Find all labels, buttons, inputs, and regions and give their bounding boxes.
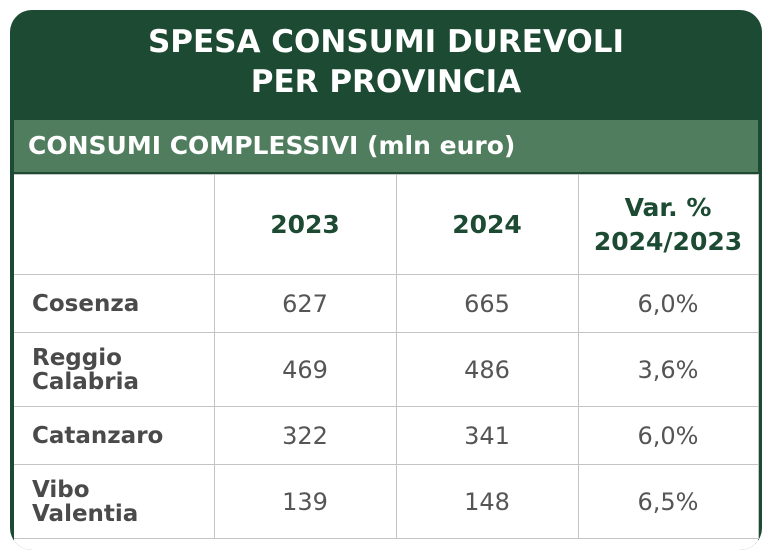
header-2024: 2024: [395, 174, 579, 275]
province-name-line-1: Cosenza: [32, 290, 140, 317]
province-name: Catanzaro: [14, 406, 215, 465]
province-name-line-2: Calabria: [32, 368, 140, 395]
header-variation-line-2: 2024/2023: [593, 226, 743, 256]
table-row: Cosenza 627 665 6,0%: [14, 274, 759, 333]
province-name: Vibo Valentia: [14, 464, 215, 539]
page-title: SPESA CONSUMI DUREVOLI PER PROVINCIA: [10, 22, 762, 102]
data-table: 2023 2024 Var. % 2024/2023 Cosenza 627 6…: [14, 174, 759, 539]
header-row: 2023 2024 Var. % 2024/2023: [14, 174, 759, 275]
header-variation-line-1: Var. %: [624, 192, 712, 222]
value-2023: 627: [213, 274, 397, 333]
title-line-1: SPESA CONSUMI DUREVOLI: [147, 24, 625, 60]
value-2023: 469: [213, 332, 397, 407]
value-2024: 341: [395, 406, 579, 465]
value-variation: 3,6%: [577, 332, 759, 407]
table-row: Catanzaro 322 341 6,0%: [14, 406, 759, 465]
value-variation: 6,5%: [577, 464, 759, 539]
section-subheader: CONSUMI COMPLESSIVI (mln euro): [14, 120, 758, 172]
value-2023: 139: [213, 464, 397, 539]
province-name-line-1: Vibo: [32, 476, 90, 503]
province-name-line-1: Catanzaro: [32, 422, 164, 449]
table-row: Vibo Valentia 139 148 6,5%: [14, 464, 759, 539]
table-card: SPESA CONSUMI DUREVOLI PER PROVINCIA CON…: [10, 10, 762, 550]
header-variation: Var. % 2024/2023: [577, 174, 759, 275]
table-container: 2023 2024 Var. % 2024/2023 Cosenza 627 6…: [14, 174, 759, 550]
value-2023: 322: [213, 406, 397, 465]
province-name: Reggio Calabria: [14, 332, 215, 407]
value-variation: 6,0%: [577, 274, 759, 333]
value-2024: 665: [395, 274, 579, 333]
province-name: Cosenza: [14, 274, 215, 333]
province-name-line-2: Valentia: [32, 500, 139, 527]
title-line-2: PER PROVINCIA: [250, 64, 522, 100]
value-2024: 486: [395, 332, 579, 407]
province-name-line-1: Reggio: [32, 344, 122, 371]
table-row: Reggio Calabria 469 486 3,6%: [14, 332, 759, 407]
header-2023: 2023: [213, 174, 397, 275]
header-empty-cell: [14, 174, 215, 275]
value-2024: 148: [395, 464, 579, 539]
value-variation: 6,0%: [577, 406, 759, 465]
